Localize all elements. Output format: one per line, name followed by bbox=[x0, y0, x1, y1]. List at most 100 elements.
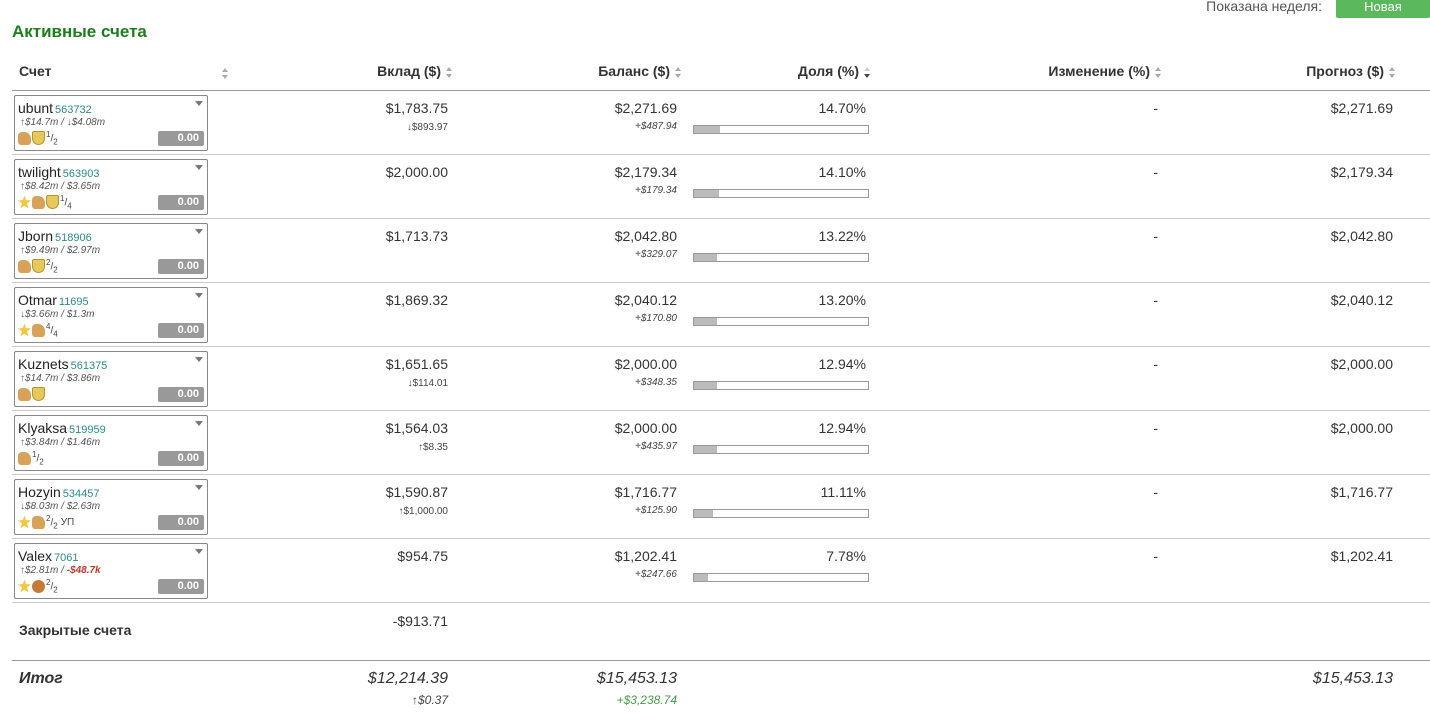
gem-icon bbox=[32, 579, 45, 593]
chevron-down-icon[interactable] bbox=[195, 165, 203, 170]
account-selector[interactable]: Valex 7061 ↑$2.81m / -$48.7k 2/2 0.00 bbox=[14, 543, 208, 599]
col-account[interactable]: Счет bbox=[19, 63, 52, 79]
chevron-down-icon[interactable] bbox=[195, 485, 203, 490]
thumb-icon bbox=[18, 259, 31, 273]
thumb-icon bbox=[18, 451, 31, 465]
account-stats: ↑$8.42m / $3.65m bbox=[20, 181, 101, 192]
chevron-down-icon[interactable] bbox=[195, 293, 203, 298]
balance-delta: +$435.97 bbox=[635, 441, 677, 452]
change-value: - bbox=[1153, 100, 1158, 116]
deposit-value: $1,713.73 bbox=[385, 228, 448, 244]
account-stats: ↑$14.7m / $3.86m bbox=[20, 373, 101, 384]
score-badge: 0.00 bbox=[158, 131, 204, 146]
chevron-down-icon[interactable] bbox=[195, 229, 203, 234]
account-id[interactable]: 518906 bbox=[55, 232, 92, 244]
thumb-icon bbox=[32, 323, 45, 337]
chevron-down-icon[interactable] bbox=[195, 357, 203, 362]
balance-delta: +$487.94 bbox=[635, 121, 677, 132]
deposit-value: $1,783.75 bbox=[385, 100, 448, 116]
sort-change-icon[interactable] bbox=[1155, 66, 1162, 78]
account-selector[interactable]: Kuznets 561375 ↑$14.7m / $3.86m 0.00 bbox=[14, 351, 208, 407]
account-stats: ↑$2.81m / bbox=[20, 565, 67, 576]
table-row: twilight 563903 ↑$8.42m / $3.65m 1/4 0.00… bbox=[12, 154, 1430, 219]
change-value: - bbox=[1153, 420, 1158, 436]
deposit-value: $1,869.32 bbox=[385, 292, 448, 308]
total-deposit-delta: ↑$0.37 bbox=[411, 693, 448, 707]
col-forecast[interactable]: Прогноз ($) bbox=[1306, 63, 1396, 79]
share-bar bbox=[693, 317, 869, 326]
balance-value: $2,040.12 bbox=[614, 292, 677, 308]
account-id[interactable]: 563903 bbox=[62, 168, 100, 180]
change-value: - bbox=[1153, 356, 1158, 372]
col-share[interactable]: Доля (%) bbox=[798, 63, 871, 79]
balance-delta: +$329.07 bbox=[635, 249, 677, 260]
account-id[interactable]: 519959 bbox=[69, 424, 106, 436]
shield-icon bbox=[32, 131, 45, 145]
sort-forecast-icon[interactable] bbox=[1389, 66, 1396, 78]
account-badges: 1/2 bbox=[18, 130, 58, 146]
account-name: ubunt bbox=[18, 100, 54, 116]
share-value: 11.11% bbox=[820, 484, 866, 500]
table-header: Счет Вклад ($) Баланс ($) Доля (%) Измен… bbox=[12, 58, 1430, 91]
account-name: Hozyin bbox=[18, 484, 61, 500]
score-badge: 0.00 bbox=[158, 323, 204, 338]
sort-share-icon[interactable] bbox=[864, 66, 871, 78]
star-icon bbox=[18, 323, 31, 337]
account-selector[interactable]: ubunt 563732 ↑$14.7m / ↓$4.08m 1/2 0.00 bbox=[14, 95, 208, 151]
account-id[interactable]: 11695 bbox=[58, 296, 89, 308]
account-stats: ↑$3.84m / $1.46m bbox=[20, 437, 101, 448]
sort-deposit-icon[interactable] bbox=[446, 66, 453, 78]
balance-value: $2,179.34 bbox=[614, 164, 677, 180]
ratio: 2/2 bbox=[46, 513, 58, 531]
share-bar-fill bbox=[694, 446, 717, 453]
new-button[interactable]: Новая bbox=[1336, 0, 1430, 18]
account-id[interactable]: 7061 bbox=[53, 552, 79, 564]
forecast-value: $2,040.12 bbox=[1330, 292, 1393, 308]
share-bar-fill bbox=[694, 254, 717, 261]
account-selector[interactable]: twilight 563903 ↑$8.42m / $3.65m 1/4 0.00 bbox=[14, 159, 208, 215]
deposit-value: $1,590.87 bbox=[385, 484, 448, 500]
account-selector[interactable]: Otmar 11695 ↓$3.66m / $1.3m 4/4 0.00 bbox=[14, 287, 208, 343]
change-value: - bbox=[1153, 484, 1158, 500]
balance-value: $2,042.80 bbox=[614, 228, 677, 244]
chevron-down-icon[interactable] bbox=[195, 549, 203, 554]
share-bar bbox=[693, 509, 869, 518]
sort-account-icon[interactable] bbox=[222, 68, 229, 79]
sort-balance-icon[interactable] bbox=[675, 66, 682, 78]
total-deposit: $12,214.39 bbox=[367, 670, 448, 687]
chevron-down-icon[interactable] bbox=[195, 421, 203, 426]
account-id[interactable]: 534457 bbox=[62, 488, 100, 500]
share-bar-fill bbox=[694, 126, 720, 133]
account-selector[interactable]: Klyaksa 519959 ↑$3.84m / $1.46m 1/2 0.00 bbox=[14, 415, 208, 471]
forecast-value: $2,000.00 bbox=[1330, 420, 1393, 436]
forecast-value: $2,179.34 bbox=[1330, 164, 1393, 180]
deposit-delta: ↑$8.35 bbox=[417, 442, 448, 453]
account-id[interactable]: 563732 bbox=[55, 104, 92, 116]
col-deposit[interactable]: Вклад ($) bbox=[377, 63, 453, 79]
account-tag: УП bbox=[60, 516, 75, 528]
deposit-value: $1,651.65 bbox=[385, 356, 448, 372]
forecast-value: $2,000.00 bbox=[1330, 356, 1393, 372]
forecast-value: $1,716.77 bbox=[1330, 484, 1393, 500]
col-balance[interactable]: Баланс ($) bbox=[598, 63, 682, 79]
closed-accounts-label: Закрытые счета bbox=[19, 622, 132, 638]
balance-value: $1,202.41 bbox=[614, 548, 677, 564]
thumb-icon bbox=[18, 131, 31, 145]
balance-delta: +$348.35 bbox=[635, 377, 677, 388]
col-change[interactable]: Изменение (%) bbox=[1048, 63, 1162, 79]
score-badge: 0.00 bbox=[158, 259, 204, 274]
account-selector[interactable]: Jborn 518906 ↑$9.49m / $2.97m 2/2 0.00 bbox=[14, 223, 208, 279]
account-id[interactable]: 561375 bbox=[70, 360, 108, 372]
table-row: Jborn 518906 ↑$9.49m / $2.97m 2/2 0.00 $1… bbox=[12, 218, 1430, 283]
account-selector[interactable]: Hozyin 534457 ↓$8.03m / $2.63m 2/2 УП 0.00 bbox=[14, 479, 208, 535]
ratio: 1/4 bbox=[60, 193, 72, 211]
chevron-down-icon[interactable] bbox=[195, 101, 203, 106]
ratio: 1/2 bbox=[32, 449, 44, 467]
shield-icon bbox=[32, 387, 45, 401]
deposit-value: $954.75 bbox=[397, 548, 448, 564]
share-value: 12.94% bbox=[818, 420, 866, 436]
account-badges: 4/4 bbox=[18, 322, 58, 338]
score-badge: 0.00 bbox=[158, 579, 204, 594]
shield-icon bbox=[32, 259, 45, 273]
total-row: Итог $12,214.39 ↑$0.37 $15,453.13 +$3,23… bbox=[12, 661, 1430, 717]
